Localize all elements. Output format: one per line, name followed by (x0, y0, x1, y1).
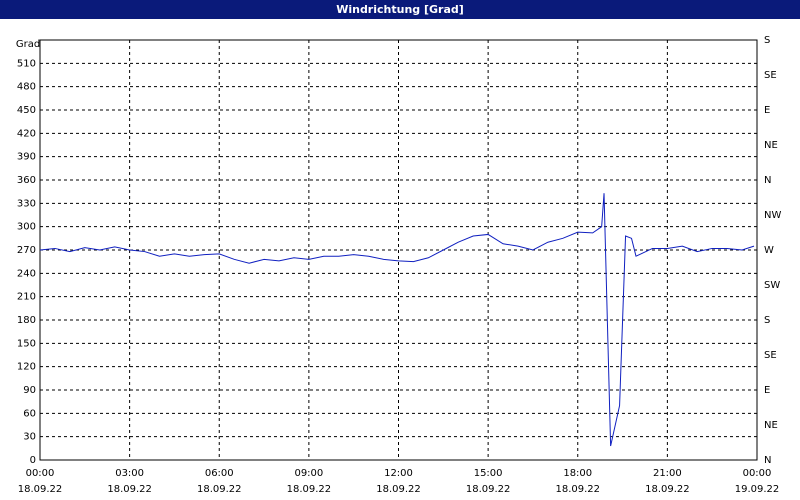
y2-tick-label: S (764, 35, 770, 46)
x-tick-date: 18.09.22 (555, 484, 600, 495)
y2-tick-label: E (764, 105, 770, 116)
y-tick-label: 120 (17, 362, 36, 373)
y2-tick-label: NE (764, 140, 778, 151)
y-tick-label: 330 (17, 198, 36, 209)
y-tick-label: 480 (17, 82, 36, 93)
x-tick-date: 19.09.22 (735, 484, 780, 495)
y-tick-label: 360 (17, 175, 36, 186)
data-line (39, 193, 755, 447)
y2-tick-label: SE (764, 350, 777, 361)
x-tick-label: 12:00 (384, 468, 413, 479)
y2-tick-label: E (764, 385, 770, 396)
y2-tick-label: SW (764, 280, 780, 291)
y2-tick-label: SE (764, 70, 777, 81)
y-axis-label: Grad (16, 39, 40, 50)
title-bar: Windrichtung [Grad] (0, 0, 800, 19)
x-tick-label: 06:00 (205, 468, 234, 479)
y-tick-label: 180 (17, 315, 36, 326)
x-tick-date: 18.09.22 (287, 484, 332, 495)
y2-tick-label: W (764, 245, 774, 256)
y-tick-label: 390 (17, 152, 36, 163)
y2-tick-label: NE (764, 420, 778, 431)
y-tick-label: 420 (17, 128, 36, 139)
x-tick-date: 18.09.22 (18, 484, 63, 495)
x-tick-date: 18.09.22 (466, 484, 511, 495)
y-tick-label: 90 (23, 385, 36, 396)
y-tick-label: 270 (17, 245, 36, 256)
x-tick-label: 09:00 (294, 468, 323, 479)
x-tick-date: 18.09.22 (376, 484, 421, 495)
y-tick-label: 210 (17, 292, 36, 303)
y-tick-label: 30 (23, 432, 36, 443)
y2-tick-label: NW (764, 210, 781, 221)
y-tick-label: 300 (17, 222, 36, 233)
x-tick-date: 18.09.22 (197, 484, 242, 495)
x-tick-date: 18.09.22 (645, 484, 690, 495)
x-tick-date: 18.09.22 (107, 484, 152, 495)
x-tick-label: 03:00 (115, 468, 144, 479)
y-tick-label: 150 (17, 338, 36, 349)
x-tick-label: 21:00 (653, 468, 682, 479)
x-tick-label: 15:00 (474, 468, 503, 479)
y-tick-label: 450 (17, 105, 36, 116)
x-tick-label: 18:00 (563, 468, 592, 479)
y-tick-label: 240 (17, 268, 36, 279)
y2-tick-label: N (764, 455, 771, 466)
x-tick-label: 00:00 (26, 468, 55, 479)
y-tick-label: 510 (17, 58, 36, 69)
y2-tick-label: N (764, 175, 771, 186)
x-tick-label: 00:00 (743, 468, 772, 479)
y-tick-label: 0 (30, 455, 36, 466)
y-tick-label: 60 (23, 408, 36, 419)
y2-tick-label: S (764, 315, 770, 326)
